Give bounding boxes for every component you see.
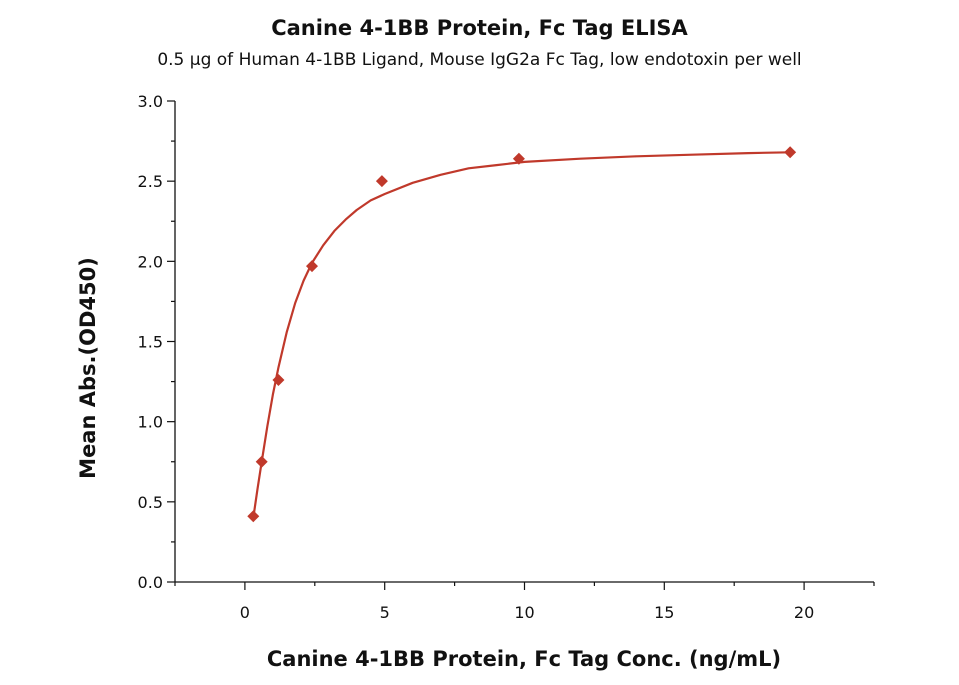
chart-subtitle: 0.5 µg of Human 4-1BB Ligand, Mouse IgG2…	[157, 50, 802, 70]
x-tick-label: 5	[380, 603, 390, 622]
y-tick-label: 0.5	[138, 493, 163, 512]
fit-curve-layer	[252, 151, 791, 519]
data-points-layer	[247, 146, 797, 523]
data-point	[255, 455, 268, 468]
data-point	[306, 260, 319, 273]
data-point	[512, 152, 525, 165]
x-tick-label: 20	[794, 603, 814, 622]
axes: 0.0 0.5 1.0 1.5 2.0 2.5 3.0 0 5 10 15 20	[138, 92, 875, 622]
data-point	[375, 175, 388, 188]
y-tick-label: 3.0	[138, 92, 163, 111]
y-axis-title: Mean Abs.(OD450)	[76, 257, 100, 479]
x-tick-label: 10	[514, 603, 534, 622]
data-point	[272, 373, 285, 386]
y-tick-label: 2.5	[138, 172, 163, 191]
data-point	[784, 146, 797, 159]
x-tick-label: 0	[240, 603, 250, 622]
x-tick-label: 15	[654, 603, 674, 622]
y-tick-label: 1.0	[138, 413, 163, 432]
y-tick-label: 2.0	[138, 252, 163, 271]
x-axis-title: Canine 4-1BB Protein, Fc Tag Conc. (ng/m…	[267, 647, 781, 671]
y-tick-label: 1.5	[138, 333, 163, 352]
y-tick-label: 0.0	[138, 573, 163, 592]
data-point	[247, 510, 260, 523]
fit-curve	[252, 151, 791, 519]
chart-title: Canine 4-1BB Protein, Fc Tag ELISA	[271, 16, 688, 40]
